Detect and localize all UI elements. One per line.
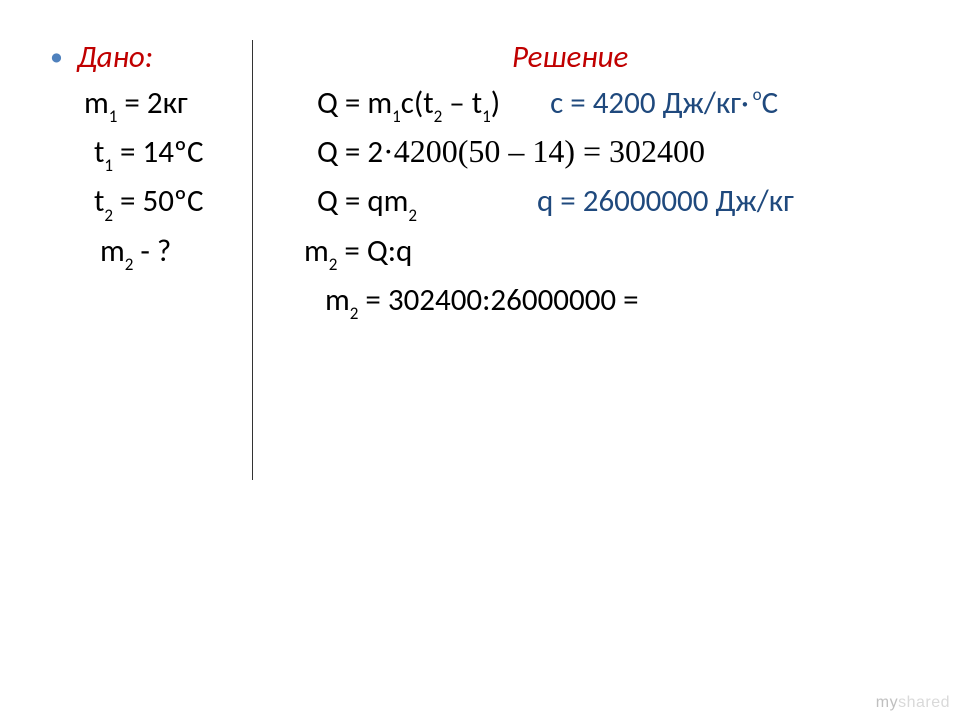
constant-c: c = 4200 Дж/кг· oС xyxy=(550,84,778,122)
txt: t xyxy=(94,182,104,220)
txt: = 50ºС xyxy=(113,182,204,220)
given-m2: m2 - ? xyxy=(100,232,258,273)
eq-m2-calc: m2 = 302400:26000000 = xyxy=(325,281,639,322)
txt: = 14ºС xyxy=(113,133,204,171)
sub: 1 xyxy=(392,106,401,127)
sub: 1 xyxy=(104,155,113,176)
txt: t xyxy=(94,133,104,171)
constant-q: q = 26000000 Дж/кг xyxy=(537,182,794,220)
line-4: t2 = 50ºС Q = qm2 q = 26000000 Дж/кг xyxy=(94,182,940,223)
txt: m xyxy=(100,232,125,270)
given-t1: t1 = 14ºС xyxy=(94,133,259,174)
sub: 2 xyxy=(350,303,359,324)
eq-Q-qm: Q = qm2 xyxy=(317,182,417,223)
given-t2: t2 = 50ºС xyxy=(94,182,259,223)
txt: Q = 2 xyxy=(317,133,383,171)
sub: 1 xyxy=(109,106,118,127)
txt: ) xyxy=(491,84,500,122)
txt: m xyxy=(304,232,329,270)
sup: o xyxy=(749,84,762,105)
line-5: m2 - ? m2 = Q:q xyxy=(100,232,940,273)
given-m1: m1 = 2кг xyxy=(84,84,259,125)
txt: = 302400:26000000 = xyxy=(358,281,638,319)
txt: m xyxy=(84,84,109,122)
watermark-shared: shared xyxy=(898,694,950,711)
content-block: • Дано: Решение m1 = 2кг Q = m1c(t2 – t1… xyxy=(50,38,940,322)
eq-m2-formula: m2 = Q:q xyxy=(304,232,412,273)
txt: c = 4200 Дж/кг· xyxy=(550,84,749,122)
sub: 2 xyxy=(329,254,338,275)
txt: С xyxy=(762,84,779,122)
eq-Q-calc: Q = 2·4200(50 – 14) = 302400 xyxy=(317,133,705,171)
heading-line: • Дано: Решение xyxy=(50,38,940,76)
txt-serif: ·4200(50 – 14) = 302400 xyxy=(383,133,705,169)
sub: 1 xyxy=(482,106,491,127)
heading-solution: Решение xyxy=(512,38,628,76)
sub: 2 xyxy=(125,254,134,275)
slide: • Дано: Решение m1 = 2кг Q = m1c(t2 – t1… xyxy=(0,0,960,720)
txt: – t xyxy=(442,84,482,122)
txt: = Q:q xyxy=(337,232,412,270)
txt: = 2кг xyxy=(117,84,187,122)
txt: c(t xyxy=(401,84,434,122)
line-2: m1 = 2кг Q = m1c(t2 – t1) c = 4200 Дж/кг… xyxy=(84,84,940,125)
watermark: myshared xyxy=(876,694,950,712)
txt: Q = qm xyxy=(317,182,408,220)
sub: 2 xyxy=(408,205,417,226)
line-3: t1 = 14ºС Q = 2·4200(50 – 14) = 302400 xyxy=(94,133,940,174)
line-6: m2 = 302400:26000000 = xyxy=(325,281,940,322)
eq-Q-formula: Q = m1c(t2 – t1) xyxy=(317,84,500,125)
txt: Q = m xyxy=(317,84,392,122)
sub: 2 xyxy=(104,205,113,226)
bullet-icon: • xyxy=(50,43,63,69)
heading-given: Дано: xyxy=(77,38,257,76)
txt: - ? xyxy=(133,232,171,270)
sub: 2 xyxy=(434,106,443,127)
txt: m xyxy=(325,281,350,319)
watermark-my: my xyxy=(876,694,898,711)
